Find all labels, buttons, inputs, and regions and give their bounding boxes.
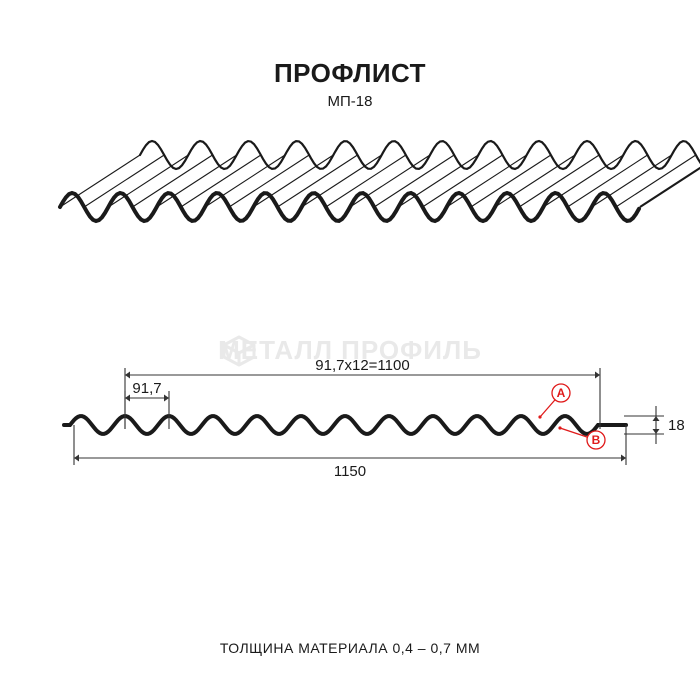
dimension-label: 18 (668, 417, 685, 434)
isometric-view (0, 0, 700, 320)
dimension-label: 1150 (334, 463, 366, 480)
section-view: 91,7х12=1100 91,7 1150 18 A B (0, 330, 700, 590)
callout-label: A (557, 386, 566, 400)
page: ПРОФЛИСТ МП-18 МЕТАЛЛ ПРОФИЛЬ 91,7х12=11… (0, 0, 700, 700)
footer-text: ТОЛЩИНА МАТЕРИАЛА 0,4 – 0,7 ММ (0, 640, 700, 656)
callout-label: B (592, 433, 601, 447)
dimension-label: 91,7х12=1100 (315, 357, 409, 374)
dimension-label: 91,7 (132, 380, 161, 397)
profile-wave (64, 416, 626, 434)
